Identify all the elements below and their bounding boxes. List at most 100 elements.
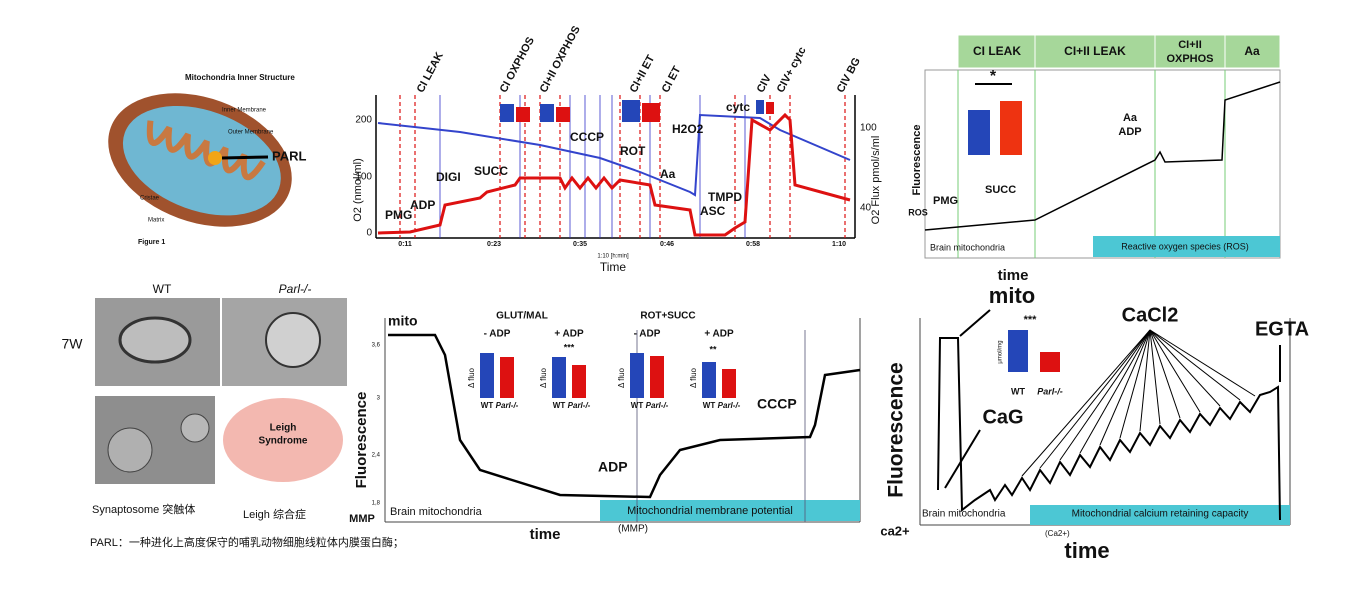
label: H2O2 bbox=[672, 122, 704, 136]
label: CI+II bbox=[1178, 39, 1202, 51]
label: 3,6 bbox=[372, 343, 381, 349]
label: 40 bbox=[860, 203, 872, 214]
label: Mitochondrial calcium retaining capacity bbox=[1072, 509, 1249, 520]
label: ADP bbox=[598, 459, 628, 475]
label: Mitochondrial membrane potential bbox=[627, 505, 793, 517]
label: * bbox=[990, 68, 997, 85]
label: Leigh bbox=[270, 423, 297, 434]
ros-frame bbox=[924, 34, 1281, 259]
label: ca2+ bbox=[880, 523, 910, 538]
label: Parl-/- bbox=[279, 282, 312, 296]
label: O2 Flux pmol/s/ml bbox=[870, 136, 882, 225]
label: + ADP bbox=[554, 329, 584, 340]
label: Δ fluo bbox=[617, 367, 626, 388]
oxygraph-frame bbox=[375, 95, 856, 239]
label: CaG bbox=[982, 406, 1023, 428]
label: 1:10 [h:min] bbox=[597, 254, 629, 260]
label: WT bbox=[1011, 386, 1025, 396]
calcium-frame bbox=[919, 309, 1291, 526]
label: Parl-/- bbox=[568, 401, 591, 410]
label: WT bbox=[553, 401, 566, 410]
label: CCCP bbox=[757, 396, 797, 412]
label: 0:11 bbox=[398, 241, 412, 248]
label: time bbox=[1064, 538, 1109, 563]
label: mito bbox=[388, 313, 418, 329]
label: ADP bbox=[1118, 126, 1141, 138]
label: Reactive oxygen species (ROS) bbox=[1121, 241, 1249, 251]
label: Parl-/- bbox=[718, 401, 741, 410]
label: CaCl2 bbox=[1122, 304, 1179, 326]
label: CIV bbox=[755, 72, 775, 94]
label: 7W bbox=[62, 336, 84, 352]
label: 1,8 bbox=[372, 501, 381, 507]
label: CI OXPHOS bbox=[498, 35, 537, 95]
label: 0:46 bbox=[660, 241, 674, 248]
label: EGTA bbox=[1255, 318, 1309, 340]
label: CI LEAK bbox=[415, 50, 446, 95]
label: *** bbox=[564, 342, 575, 352]
label: Synaptosome 突触体 bbox=[92, 502, 195, 516]
label: CI ET bbox=[660, 64, 684, 95]
label: time bbox=[998, 267, 1029, 284]
brain-icon bbox=[223, 398, 343, 482]
label: Outer Membrane bbox=[228, 130, 274, 136]
label: Parl-/- bbox=[1037, 386, 1063, 396]
label: Cristae bbox=[140, 196, 160, 202]
label: Parl-/- bbox=[496, 401, 519, 410]
label: 0:58 bbox=[746, 241, 760, 248]
mmp-frame bbox=[384, 318, 861, 523]
label: Syndrome bbox=[259, 436, 308, 447]
label: PMG bbox=[933, 195, 958, 207]
label: Fluorescence bbox=[353, 392, 370, 489]
label: 200 bbox=[355, 115, 372, 126]
label: - ADP bbox=[484, 329, 511, 340]
label: ADP bbox=[410, 198, 435, 212]
label: time bbox=[530, 526, 561, 543]
label: SUCC bbox=[474, 164, 508, 178]
label: 0 bbox=[366, 228, 372, 239]
label: CI LEAK bbox=[973, 44, 1021, 58]
label: (Ca2+) bbox=[1045, 529, 1070, 538]
label: PMG bbox=[385, 208, 412, 222]
label: CI+II ET bbox=[628, 53, 658, 95]
label: Matrix bbox=[148, 218, 164, 224]
label: μmol/mg bbox=[998, 340, 1004, 363]
label: WT bbox=[481, 401, 494, 410]
label: CCCP bbox=[570, 130, 604, 144]
mitochondrion-illustration bbox=[108, 93, 292, 227]
label: Δ fluo bbox=[467, 367, 476, 388]
label: ASC bbox=[700, 204, 726, 218]
label: 100 bbox=[355, 172, 372, 183]
label: 0:35 bbox=[573, 241, 587, 248]
label: Parl-/- bbox=[646, 401, 669, 410]
label: ** bbox=[709, 344, 717, 354]
label: Brain mitochondria bbox=[930, 242, 1005, 252]
label: CI+II LEAK bbox=[1064, 44, 1126, 58]
label: SUCC bbox=[985, 184, 1016, 196]
label: OXPHOS bbox=[1166, 53, 1213, 65]
label: PARL：一种进化上高度保守的哺乳动物细胞线粒体内膜蛋白酶； bbox=[90, 535, 404, 549]
label: + ADP bbox=[704, 329, 734, 340]
label: Fluorescence bbox=[885, 362, 908, 497]
label: Figure 1 bbox=[138, 239, 165, 246]
label: PARL bbox=[272, 148, 306, 163]
label: Aa bbox=[660, 167, 676, 181]
label: Aa bbox=[1244, 44, 1260, 58]
label: CI+II OXPHOS bbox=[538, 24, 583, 95]
label: Δ fluo bbox=[539, 367, 548, 388]
label: Leigh 综合症 bbox=[243, 507, 306, 521]
label: Aa bbox=[1123, 112, 1138, 124]
label: *** bbox=[1024, 314, 1038, 326]
label: - ADP bbox=[634, 329, 661, 340]
label: O2 (nmol/ml) bbox=[352, 158, 364, 222]
label: WT bbox=[153, 282, 172, 296]
label: 100 bbox=[860, 123, 877, 134]
label: 2,4 bbox=[372, 453, 381, 459]
label: Fluorescence bbox=[911, 125, 923, 196]
label: CIV+ cytc bbox=[775, 45, 809, 95]
label: Δ fluo bbox=[689, 367, 698, 388]
label: GLUT/MAL bbox=[496, 311, 548, 322]
label: MMP bbox=[349, 513, 375, 525]
label: TMPD bbox=[708, 190, 742, 204]
